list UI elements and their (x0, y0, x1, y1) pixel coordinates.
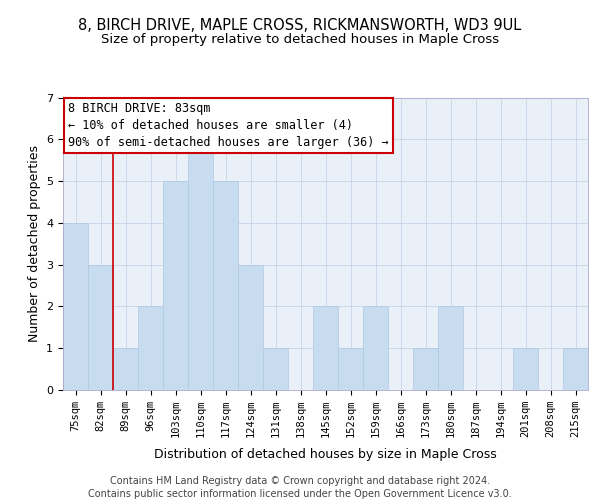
Bar (263, 348, 288, 390)
Bar (213, 181, 238, 390)
Bar (313, 306, 338, 390)
Bar (88, 264, 113, 390)
Text: 8 BIRCH DRIVE: 83sqm
← 10% of detached houses are smaller (4)
90% of semi-detach: 8 BIRCH DRIVE: 83sqm ← 10% of detached h… (68, 102, 389, 149)
Bar (338, 348, 363, 390)
Text: Contains HM Land Registry data © Crown copyright and database right 2024.: Contains HM Land Registry data © Crown c… (110, 476, 490, 486)
Text: Size of property relative to detached houses in Maple Cross: Size of property relative to detached ho… (101, 32, 499, 46)
Bar (63, 223, 88, 390)
Bar (163, 181, 188, 390)
Text: 8, BIRCH DRIVE, MAPLE CROSS, RICKMANSWORTH, WD3 9UL: 8, BIRCH DRIVE, MAPLE CROSS, RICKMANSWOR… (79, 18, 521, 32)
Text: Contains public sector information licensed under the Open Government Licence v3: Contains public sector information licen… (88, 489, 512, 499)
Bar (563, 348, 588, 390)
Bar (138, 306, 163, 390)
Bar (363, 306, 388, 390)
Bar (513, 348, 538, 390)
Bar (438, 306, 463, 390)
X-axis label: Distribution of detached houses by size in Maple Cross: Distribution of detached houses by size … (154, 448, 497, 462)
Bar (238, 264, 263, 390)
Bar (413, 348, 438, 390)
Bar (188, 140, 213, 390)
Bar (113, 348, 138, 390)
Y-axis label: Number of detached properties: Number of detached properties (28, 145, 41, 342)
